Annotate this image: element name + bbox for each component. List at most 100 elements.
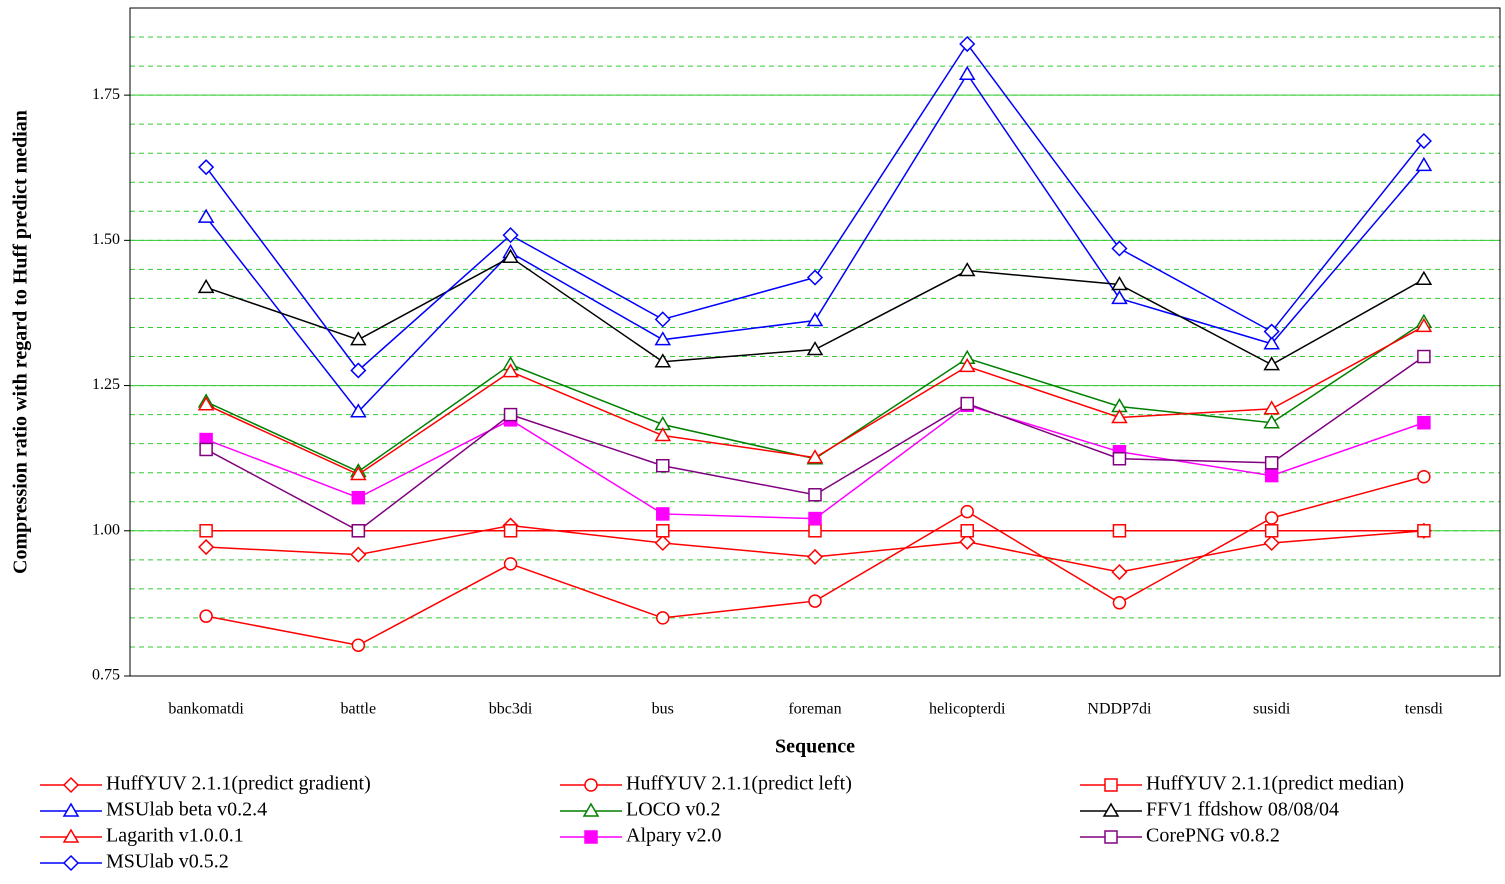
marker [1111,289,1128,305]
marker [656,524,670,538]
marker [1111,276,1128,291]
plot-frame [129,7,1501,677]
marker [350,465,367,481]
marker [1263,400,1280,415]
marker [584,778,598,792]
y-tick-label: 1.75 [92,86,120,103]
marker [654,427,672,442]
marker [808,511,822,526]
marker [1111,240,1128,257]
legend-label: Lagarith v1.0.0.1 [106,825,244,847]
x-tick-label: NDDP7di [1087,701,1152,718]
marker [1264,524,1279,538]
marker [62,828,80,843]
marker [1102,802,1120,817]
marker [1104,778,1118,792]
marker [1417,349,1431,364]
marker [1111,563,1128,581]
marker [1112,452,1127,466]
x-tick-label: helicopterdi [929,701,1006,718]
x-axis-label: Sequence [775,736,855,758]
marker [806,548,824,565]
legend-label: HuffYUV 2.1.1(predict left) [626,773,852,795]
marker [656,458,670,473]
marker [1415,317,1433,333]
marker [808,594,822,608]
y-axis-label: Compression ratio with regard to Huff pr… [10,110,32,574]
marker [350,331,367,346]
marker [350,546,367,563]
marker [1111,409,1128,424]
marker [1263,335,1280,350]
marker [1112,596,1127,610]
marker [351,490,366,505]
marker [958,357,976,373]
series-line [205,72,1425,413]
marker [502,248,519,263]
marker [808,488,822,502]
marker [1415,132,1432,150]
marker [582,802,600,817]
x-tick-label: bus [652,701,674,718]
marker [1263,534,1280,552]
x-tick-label: bankomatdi [168,701,244,718]
marker [960,396,974,411]
marker [656,611,670,625]
marker [654,353,672,368]
marker [656,507,670,521]
marker [351,524,366,538]
legend-label: MSUlab v0.5.2 [106,851,229,873]
marker [503,557,518,571]
marker [62,802,80,817]
marker [1112,524,1127,538]
marker [960,524,974,538]
marker [1415,156,1433,172]
marker [808,524,822,538]
marker [958,262,976,277]
marker [350,403,367,418]
marker [1263,414,1280,429]
marker [199,442,213,457]
marker [1417,524,1431,538]
marker [960,504,974,519]
marker [1263,356,1280,371]
x-tick-label: susidi [1253,701,1291,718]
legend-label: FFV1 ffdshow 08/08/04 [1146,799,1339,821]
y-tick-label: 0.75 [92,667,120,684]
legend-label: CorePNG v0.8.2 [1146,825,1280,847]
marker [1264,468,1279,483]
marker [654,534,671,552]
marker [502,363,519,378]
marker [1417,415,1431,430]
marker [351,638,366,652]
marker [503,407,518,422]
legend-label: HuffYUV 2.1.1(predict median) [1146,773,1404,795]
marker [197,208,215,223]
legend-label: HuffYUV 2.1.1(predict gradient) [106,773,371,795]
x-tick-label: tensdi [1405,701,1444,718]
marker [654,331,672,346]
marker [584,830,598,844]
marker [1264,456,1279,470]
marker [806,341,824,356]
marker [654,311,671,328]
marker [1415,270,1433,286]
x-tick-label: foreman [788,701,841,718]
marker [62,854,80,872]
marker [1264,511,1279,525]
marker [502,227,519,244]
marker [197,396,215,411]
marker [350,362,367,379]
x-tick-label: bbc3di [489,701,533,718]
marker [958,65,976,80]
x-tick-label: battle [341,701,377,718]
marker [1104,830,1118,844]
legend-label: MSUlab beta v0.2.4 [106,799,267,821]
y-tick-label: 1.00 [92,521,120,538]
marker [959,35,976,53]
y-tick-label: 1.25 [92,376,120,393]
marker [503,524,518,538]
legend-label: Alpary v2.0 [626,825,722,847]
